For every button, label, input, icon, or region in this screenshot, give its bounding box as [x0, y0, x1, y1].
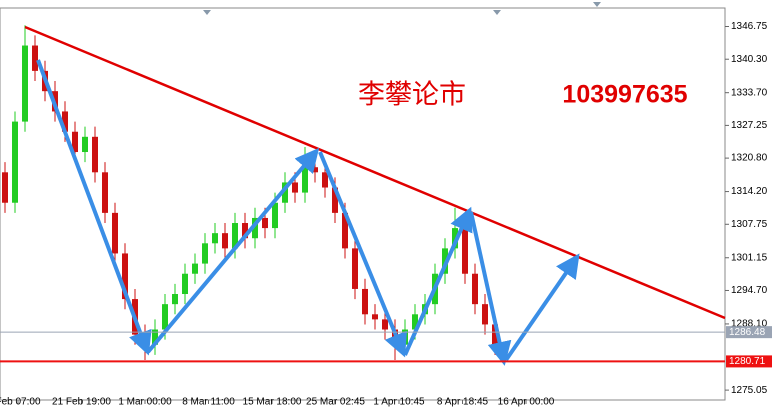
y-tick-label: 1314.20: [731, 186, 768, 197]
y-tick-label: 1340.30: [731, 54, 768, 65]
candle-body: [202, 243, 208, 264]
candle-body: [172, 294, 178, 305]
candle-body: [372, 314, 378, 320]
price-tag: [726, 355, 772, 368]
candle-body: [382, 319, 388, 330]
y-tick-label: 1333.70: [731, 87, 768, 98]
candle-body: [482, 304, 488, 325]
candle-body: [472, 273, 478, 305]
candle-body: [162, 304, 168, 330]
y-tick-label: 1320.80: [731, 153, 768, 164]
candle-body: [182, 273, 188, 295]
candle-body: [12, 121, 18, 203]
y-tick-label: 1327.25: [731, 120, 768, 131]
x-tick-label: 1 Apr 10:45: [373, 397, 425, 408]
watermark-name: 李攀论市: [358, 80, 466, 111]
candle-body: [262, 217, 268, 229]
candle-body: [32, 45, 38, 71]
candle-body: [322, 172, 328, 188]
candle-body: [232, 223, 238, 249]
candle-body: [82, 136, 88, 153]
candle-body: [62, 111, 68, 132]
x-tick-label: 8 Mar 11:00: [182, 397, 235, 408]
candle-body: [492, 324, 498, 345]
candle-body: [362, 288, 368, 315]
candle-body: [252, 217, 258, 239]
candle-body: [72, 131, 78, 153]
price-tag-label: 1286.48: [729, 327, 766, 338]
price-tag: [726, 326, 772, 339]
x-tick-label: 25 Mar 02:45: [306, 397, 365, 408]
candle-body: [2, 172, 8, 203]
plot-frame: [0, 7, 726, 401]
candle-body: [332, 187, 338, 213]
candle-body: [292, 182, 298, 193]
candle-body: [92, 136, 98, 173]
x-tick-label: 15 Mar 18:00: [243, 397, 302, 408]
candle-body: [22, 45, 28, 122]
y-tick-label: 1301.15: [731, 252, 768, 263]
x-tick-label: 21 Feb 19:00: [52, 397, 111, 408]
candle-body: [222, 233, 228, 249]
x-tick-label: Feb 07:00: [0, 397, 41, 408]
wave-arrows: [36, 59, 580, 366]
watermark-number: 103997635: [562, 81, 687, 109]
candle-body: [272, 202, 278, 229]
y-tick-label: 1346.75: [731, 21, 768, 32]
candle-body: [122, 253, 128, 300]
y-tick-label: 1294.70: [731, 285, 768, 296]
y-tick-label: 1275.05: [731, 385, 768, 396]
candle-body: [342, 212, 348, 249]
y-tick-label: 1288.10: [731, 319, 768, 330]
candle-body: [102, 172, 108, 213]
candle-body: [302, 167, 308, 193]
candle-body: [352, 248, 358, 289]
candle-body: [462, 228, 468, 274]
candle-body: [242, 223, 248, 239]
x-tick-label: 16 Apr 00:00: [498, 397, 555, 408]
candle-body: [212, 233, 218, 244]
price-tag-label: 1280.71: [729, 356, 766, 367]
x-tick-label: 8 Apr 18:45: [437, 397, 489, 408]
y-tick-label: 1307.75: [731, 219, 768, 230]
candle-body: [412, 314, 418, 330]
candle-body: [112, 212, 118, 254]
candle-body: [312, 167, 318, 173]
candle-body: [152, 329, 158, 345]
candle-body: [192, 263, 198, 274]
x-tick-label: 1 Mar 00:00: [118, 397, 172, 408]
trend-line: [24, 25, 726, 320]
candle-body: [282, 182, 288, 203]
